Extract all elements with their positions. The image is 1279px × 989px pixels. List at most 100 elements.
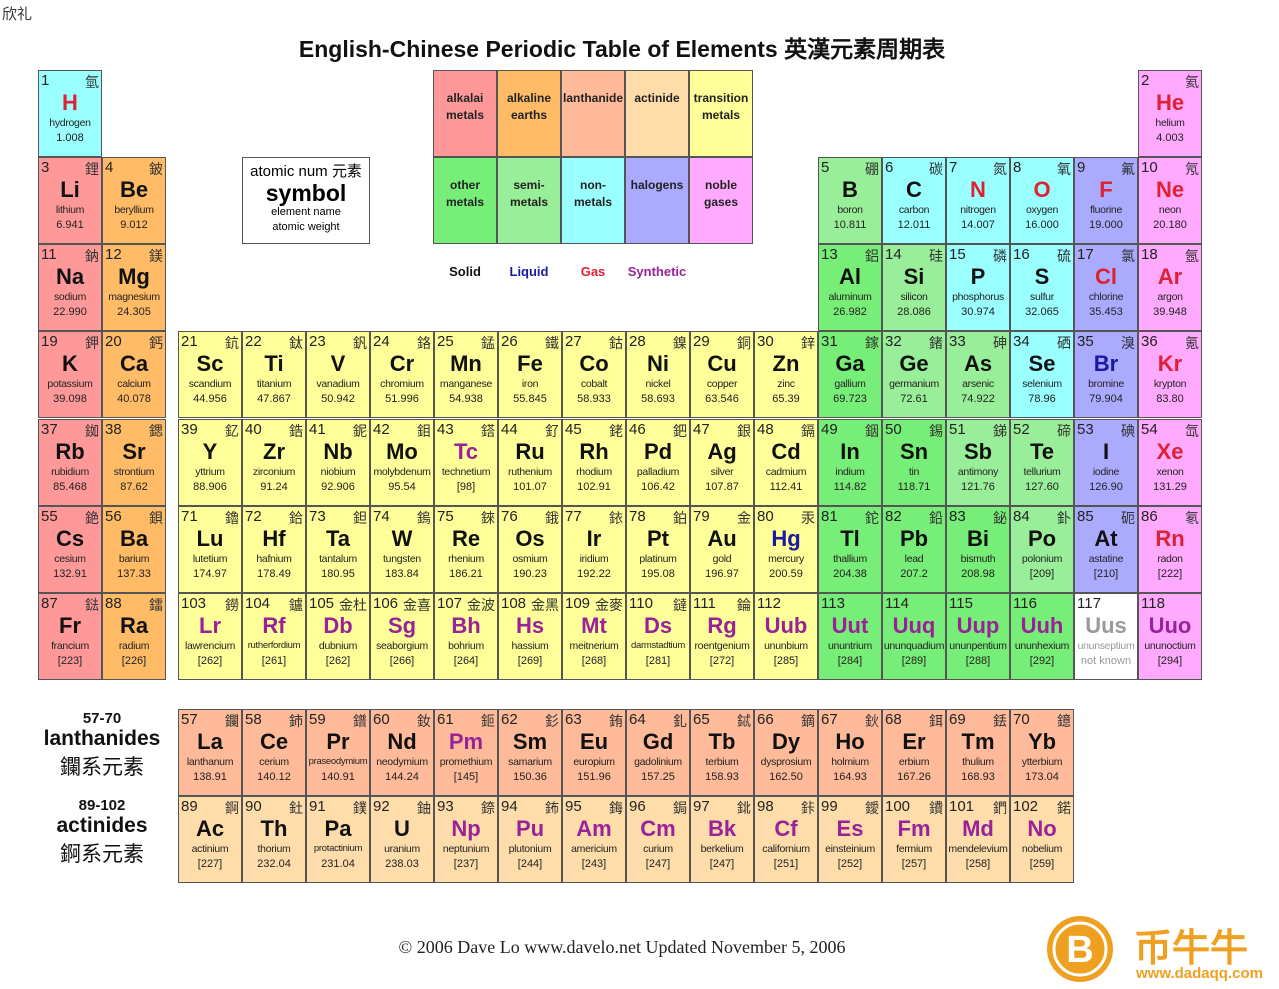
element-cell-tellurium[interactable]: 52 碲 Te tellurium 127.60 xyxy=(1010,419,1074,506)
element-cell-neodymium[interactable]: 60 釹 Nd neodymium 144.24 xyxy=(370,709,434,796)
element-cell-astatine[interactable]: 85 砈 At astatine [210] xyxy=(1074,506,1138,593)
element-cell-polonium[interactable]: 84 釙 Po polonium [209] xyxy=(1010,506,1074,593)
element-cell-seaborgium[interactable]: 106 金喜 Sg seaborgium [266] xyxy=(370,593,434,680)
element-cell-copper[interactable]: 29 銅 Cu copper 63.546 xyxy=(690,331,754,418)
element-cell-hafnium[interactable]: 72 鉿 Hf hafnium 178.49 xyxy=(242,506,306,593)
element-cell-iron[interactable]: 26 鐵 Fe iron 55.845 xyxy=(498,331,562,418)
element-cell-rhenium[interactable]: 75 錸 Re rhenium 186.21 xyxy=(434,506,498,593)
element-cell-hassium[interactable]: 108 金黑 Hs hassium [269] xyxy=(498,593,562,680)
element-cell-strontium[interactable]: 38 鍶 Sr strontium 87.62 xyxy=(102,419,166,506)
element-cell-chlorine[interactable]: 17 氯 Cl chlorine 35.453 xyxy=(1074,244,1138,331)
element-cell-tin[interactable]: 50 錫 Sn tin 118.71 xyxy=(882,419,946,506)
element-cell-ununoctium[interactable]: 118 Uuo ununoctium [294] xyxy=(1138,593,1202,680)
element-cell-niobium[interactable]: 41 鈮 Nb niobium 92.906 xyxy=(306,419,370,506)
element-cell-sodium[interactable]: 11 鈉 Na sodium 22.990 xyxy=(38,244,102,331)
element-cell-mendelevium[interactable]: 101 鍆 Md mendelevium [258] xyxy=(946,796,1010,883)
element-cell-zirconium[interactable]: 40 鋯 Zr zirconium 91.24 xyxy=(242,419,306,506)
element-cell-erbium[interactable]: 68 鉺 Er erbium 167.26 xyxy=(882,709,946,796)
element-cell-selenium[interactable]: 34 硒 Se selenium 78.96 xyxy=(1010,331,1074,418)
element-cell-germanium[interactable]: 32 鍺 Ge germanium 72.61 xyxy=(882,331,946,418)
element-cell-lutetium[interactable]: 71 鑥 Lu lutetium 174.97 xyxy=(178,506,242,593)
element-cell-samarium[interactable]: 62 釤 Sm samarium 150.36 xyxy=(498,709,562,796)
element-cell-thorium[interactable]: 90 釷 Th thorium 232.04 xyxy=(242,796,306,883)
element-cell-argon[interactable]: 18 氬 Ar argon 39.948 xyxy=(1138,244,1202,331)
element-cell-ununtrium[interactable]: 113 Uut ununtrium [284] xyxy=(818,593,882,680)
element-cell-rhodium[interactable]: 45 銠 Rh rhodium 102.91 xyxy=(562,419,626,506)
element-cell-silicon[interactable]: 14 硅 Si silicon 28.086 xyxy=(882,244,946,331)
element-cell-arsenic[interactable]: 33 砷 As arsenic 74.922 xyxy=(946,331,1010,418)
element-cell-lithium[interactable]: 3 鋰 Li lithium 6.941 xyxy=(38,157,102,244)
element-cell-nobelium[interactable]: 102 鍩 No nobelium [259] xyxy=(1010,796,1074,883)
element-cell-cerium[interactable]: 58 鈰 Ce cerium 140.12 xyxy=(242,709,306,796)
element-cell-neptunium[interactable]: 93 錼 Np neptunium [237] xyxy=(434,796,498,883)
element-cell-palladium[interactable]: 46 鈀 Pd palladium 106.42 xyxy=(626,419,690,506)
element-cell-magnesium[interactable]: 12 鎂 Mg magnesium 24.305 xyxy=(102,244,166,331)
element-cell-zinc[interactable]: 30 鋅 Zn zinc 65.39 xyxy=(754,331,818,418)
element-cell-ruthenium[interactable]: 44 釕 Ru ruthenium 101.07 xyxy=(498,419,562,506)
element-cell-ununpentium[interactable]: 115 Uup ununpentium [288] xyxy=(946,593,1010,680)
element-cell-calcium[interactable]: 20 鈣 Ca calcium 40.078 xyxy=(102,331,166,418)
element-cell-terbium[interactable]: 65 鋱 Tb terbium 158.93 xyxy=(690,709,754,796)
element-cell-lead[interactable]: 82 鉛 Pb lead 207.2 xyxy=(882,506,946,593)
element-cell-europium[interactable]: 63 銪 Eu europium 151.96 xyxy=(562,709,626,796)
element-cell-bromine[interactable]: 35 溴 Br bromine 79.904 xyxy=(1074,331,1138,418)
element-cell-americium[interactable]: 95 鋂 Am americium [243] xyxy=(562,796,626,883)
element-cell-cobalt[interactable]: 27 鈷 Co cobalt 58.933 xyxy=(562,331,626,418)
element-cell-titanium[interactable]: 22 鈦 Ti titanium 47.867 xyxy=(242,331,306,418)
element-cell-actinium[interactable]: 89 錒 Ac actinium [227] xyxy=(178,796,242,883)
element-cell-gold[interactable]: 79 金 Au gold 196.97 xyxy=(690,506,754,593)
element-cell-silver[interactable]: 47 銀 Ag silver 107.87 xyxy=(690,419,754,506)
element-cell-praseodymium[interactable]: 59 鐠 Pr praseodymium 140.91 xyxy=(306,709,370,796)
element-cell-ununquadium[interactable]: 114 Uuq ununquadium [289] xyxy=(882,593,946,680)
element-cell-cesium[interactable]: 55 銫 Cs cesium 132.91 xyxy=(38,506,102,593)
element-cell-dysprosium[interactable]: 66 鏑 Dy dysprosium 162.50 xyxy=(754,709,818,796)
element-cell-antimony[interactable]: 51 銻 Sb antimony 121.76 xyxy=(946,419,1010,506)
element-cell-nickel[interactable]: 28 鎳 Ni nickel 58.693 xyxy=(626,331,690,418)
element-cell-berkelium[interactable]: 97 鉳 Bk berkelium [247] xyxy=(690,796,754,883)
element-cell-neon[interactable]: 10 氖 Ne neon 20.180 xyxy=(1138,157,1202,244)
element-cell-krypton[interactable]: 36 氪 Kr krypton 83.80 xyxy=(1138,331,1202,418)
element-cell-rubidium[interactable]: 37 銣 Rb rubidium 85.468 xyxy=(38,419,102,506)
element-cell-helium[interactable]: 2 氦 He helium 4.003 xyxy=(1138,70,1202,157)
element-cell-aluminum[interactable]: 13 鋁 Al aluminum 26.982 xyxy=(818,244,882,331)
element-cell-iridium[interactable]: 77 銥 Ir iridium 192.22 xyxy=(562,506,626,593)
element-cell-bismuth[interactable]: 83 鉍 Bi bismuth 208.98 xyxy=(946,506,1010,593)
element-cell-platinum[interactable]: 78 鉑 Pt platinum 195.08 xyxy=(626,506,690,593)
element-cell-plutonium[interactable]: 94 鈽 Pu plutonium [244] xyxy=(498,796,562,883)
element-cell-cadmium[interactable]: 48 鎘 Cd cadmium 112.41 xyxy=(754,419,818,506)
element-cell-ununbium[interactable]: 112 Uub ununbium [285] xyxy=(754,593,818,680)
element-cell-ununseptium[interactable]: 117 Uus ununseptium not known xyxy=(1074,593,1138,680)
element-cell-gallium[interactable]: 31 鎵 Ga gallium 69.723 xyxy=(818,331,882,418)
element-cell-ytterbium[interactable]: 70 鐿 Yb ytterbium 173.04 xyxy=(1010,709,1074,796)
element-cell-fermium[interactable]: 100 鐨 Fm fermium [257] xyxy=(882,796,946,883)
element-cell-meitnerium[interactable]: 109 金麥 Mt meitnerium [268] xyxy=(562,593,626,680)
element-cell-ununhexium[interactable]: 116 Uuh ununhexium [292] xyxy=(1010,593,1074,680)
element-cell-holmium[interactable]: 67 鈥 Ho holmium 164.93 xyxy=(818,709,882,796)
element-cell-chromium[interactable]: 24 鉻 Cr chromium 51.996 xyxy=(370,331,434,418)
element-cell-barium[interactable]: 56 鋇 Ba barium 137.33 xyxy=(102,506,166,593)
element-cell-molybdenum[interactable]: 42 鉬 Mo molybdenum 95.54 xyxy=(370,419,434,506)
element-cell-gadolinium[interactable]: 64 釓 Gd gadolinium 157.25 xyxy=(626,709,690,796)
element-cell-mercury[interactable]: 80 汞 Hg mercury 200.59 xyxy=(754,506,818,593)
element-cell-darmstadtium[interactable]: 110 鐽 Ds darmstadtium [281] xyxy=(626,593,690,680)
element-cell-protactinium[interactable]: 91 鏷 Pa protactinium 231.04 xyxy=(306,796,370,883)
element-cell-einsteinium[interactable]: 99 鑀 Es einsteinium [252] xyxy=(818,796,882,883)
element-cell-dubnium[interactable]: 105 金杜 Db dubnium [262] xyxy=(306,593,370,680)
element-cell-technetium[interactable]: 43 鎝 Tc technetium [98] xyxy=(434,419,498,506)
element-cell-promethium[interactable]: 61 鉕 Pm promethium [145] xyxy=(434,709,498,796)
element-cell-radium[interactable]: 88 鐳 Ra radium [226] xyxy=(102,593,166,680)
element-cell-lawrencium[interactable]: 103 鐒 Lr lawrencium [262] xyxy=(178,593,242,680)
element-cell-radon[interactable]: 86 氡 Rn radon [222] xyxy=(1138,506,1202,593)
